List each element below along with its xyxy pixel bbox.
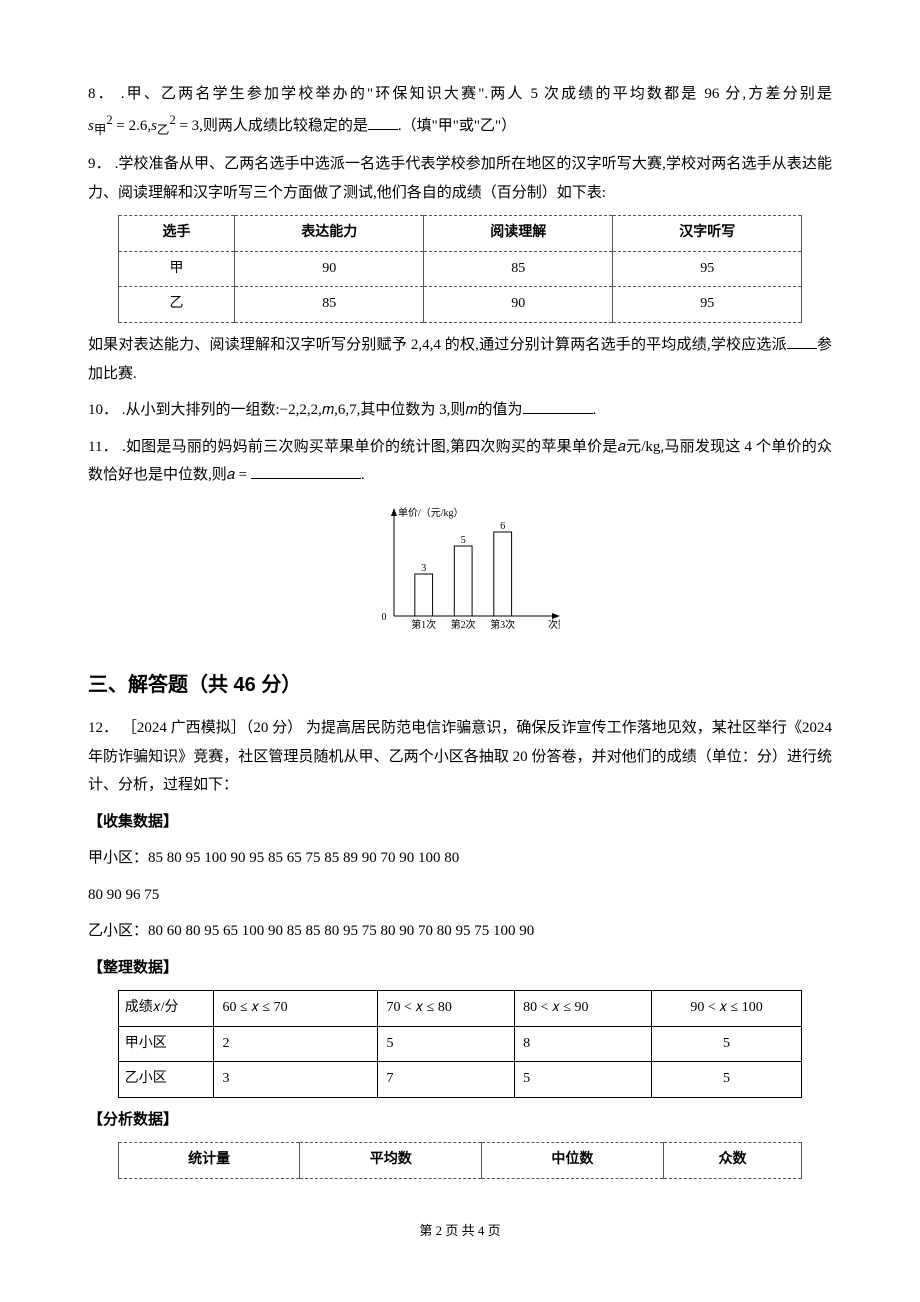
q12a-r0c2: 5: [378, 1026, 515, 1062]
q10-tail: .: [593, 402, 597, 418]
q11-blank: [251, 464, 361, 479]
question-10: 10． .从小到大排列的一组数:−2,2,2,𝑚,6,7,其中位数为 3,则𝑚的…: [88, 396, 832, 425]
q9-h2: 阅读理解: [424, 216, 613, 252]
q11-number: 11．: [88, 439, 118, 455]
q12-bracket: ［2024 广西模拟］（20 分）: [122, 720, 302, 736]
q11-tail: .: [361, 467, 365, 483]
svg-text:第2次: 第2次: [451, 618, 476, 631]
q12a-r0c4: 5: [651, 1026, 801, 1062]
q9-h3: 汉字听写: [613, 216, 802, 252]
svg-text:第1次: 第1次: [411, 618, 436, 631]
q9-r1c2: 90: [424, 287, 613, 323]
q11-chart: 单价/（元/kg） 0 3 第1次 5 第2次 6 第3次 次数: [88, 500, 832, 651]
q12-collect-label: 【收集数据】: [88, 808, 832, 837]
q9-number: 9．: [88, 156, 111, 172]
q10-blank: [523, 399, 593, 414]
q12n-h2: 中位数: [482, 1143, 664, 1179]
question-9-tail: 如果对表达能力、阅读理解和汉字听写分别赋予 2,4,4 的权,通过分别计算两名选…: [88, 331, 832, 388]
q12a-h4: 90 < 𝑥 ≤ 100: [651, 991, 801, 1027]
q8-text-a: .甲、乙两名学生参加学校举办的"环保知识大赛".两人 5 次成绩的平均数都是 9…: [121, 86, 832, 102]
q12a-r1c2: 7: [378, 1062, 515, 1098]
q9-r0c3: 95: [613, 251, 802, 287]
question-8: 8． .甲、乙两名学生参加学校举办的"环保知识大赛".两人 5 次成绩的平均数都…: [88, 80, 832, 142]
q10-text: .从小到大排列的一组数:−2,2,2,𝑚,6,7,其中位数为 3,则𝑚的值为: [122, 402, 523, 418]
question-12-intro: 12． ［2024 广西模拟］（20 分） 为提高居民防范电信诈骗意识，确保反诈…: [88, 714, 832, 800]
q12-analyze-table: 统计量 平均数 中位数 众数: [118, 1142, 802, 1179]
q9-text-a: .学校准备从甲、乙两名选手中选派一名选手代表学校参加所在地区的汉字听写大赛,学校…: [88, 156, 832, 201]
section-3-title: 三、解答题（共 46 分）: [88, 666, 832, 704]
q8-number: 8．: [88, 86, 115, 102]
q8-text-b: 则两人成绩比较稳定的是: [203, 118, 368, 134]
q9-blank: [787, 334, 817, 349]
q12a-h1: 60 ≤ 𝑥 ≤ 70: [214, 991, 378, 1027]
q8-blank: [368, 115, 398, 130]
q12a-r1c0: 乙小区: [118, 1062, 214, 1098]
q8-tail: .（填"甲"或"乙"）: [398, 118, 516, 134]
q12a-h0: 成绩𝑥/分: [118, 991, 214, 1027]
svg-text:5: 5: [461, 535, 466, 546]
q12-collect-b: 乙小区：80 60 80 95 65 100 90 85 85 80 95 75…: [88, 917, 832, 946]
question-11: 11． .如图是马丽的妈妈前三次购买苹果单价的统计图,第四次购买的苹果单价是𝑎元…: [88, 433, 832, 490]
q12-collect-a: 甲小区：85 80 95 100 90 95 85 65 75 85 89 90…: [88, 844, 832, 873]
q12n-h3: 众数: [663, 1143, 802, 1179]
q9-text-b: 如果对表达能力、阅读理解和汉字听写分别赋予 2,4,4 的权,通过分别计算两名选…: [88, 337, 787, 353]
q12-collect-a2: 80 90 96 75: [88, 881, 832, 910]
q9-r0c1: 90: [235, 251, 424, 287]
q9-r1c3: 95: [613, 287, 802, 323]
q9-r1c0: 乙: [118, 287, 235, 323]
q12a-h3: 80 < 𝑥 ≤ 90: [515, 991, 652, 1027]
q12a-r1c4: 5: [651, 1062, 801, 1098]
svg-text:3: 3: [421, 563, 426, 574]
svg-text:第3次: 第3次: [490, 618, 515, 631]
q12n-h1: 平均数: [300, 1143, 482, 1179]
q9-table: 选手 表达能力 阅读理解 汉字听写 甲 90 85 95 乙 85 90 95: [118, 215, 802, 323]
q9-r0c2: 85: [424, 251, 613, 287]
q9-r1c1: 85: [235, 287, 424, 323]
q12a-r0c1: 2: [214, 1026, 378, 1062]
q12a-h2: 70 < 𝑥 ≤ 80: [378, 991, 515, 1027]
svg-text:6: 6: [500, 521, 505, 532]
q12n-h0: 统计量: [118, 1143, 300, 1179]
q10-number: 10．: [88, 402, 118, 418]
q12a-r1c1: 3: [214, 1062, 378, 1098]
q9-h1: 表达能力: [235, 216, 424, 252]
question-9-intro: 9． .学校准备从甲、乙两名选手中选派一名选手代表学校参加所在地区的汉字听写大赛…: [88, 150, 832, 207]
svg-text:次数: 次数: [548, 618, 560, 631]
q9-r0c0: 甲: [118, 251, 235, 287]
q12-arrange-label: 【整理数据】: [88, 954, 832, 983]
q12a-r0c0: 甲小区: [118, 1026, 214, 1062]
svg-text:0: 0: [382, 612, 387, 623]
q9-h0: 选手: [118, 216, 235, 252]
q12a-r1c3: 5: [515, 1062, 652, 1098]
q12-number: 12．: [88, 720, 118, 736]
q11-text-a: .如图是马丽的妈妈前三次购买苹果单价的统计图,第四次购买的苹果单价是𝑎元/kg,…: [88, 439, 832, 484]
q12-arrange-table: 成绩𝑥/分 60 ≤ 𝑥 ≤ 70 70 < 𝑥 ≤ 80 80 < 𝑥 ≤ 9…: [118, 990, 802, 1098]
q12-analyze-label: 【分析数据】: [88, 1106, 832, 1135]
q12a-r0c3: 8: [515, 1026, 652, 1062]
svg-text:单价/（元/kg）: 单价/（元/kg）: [398, 507, 464, 519]
page-footer: 第 2 页 共 4 页: [88, 1219, 832, 1244]
